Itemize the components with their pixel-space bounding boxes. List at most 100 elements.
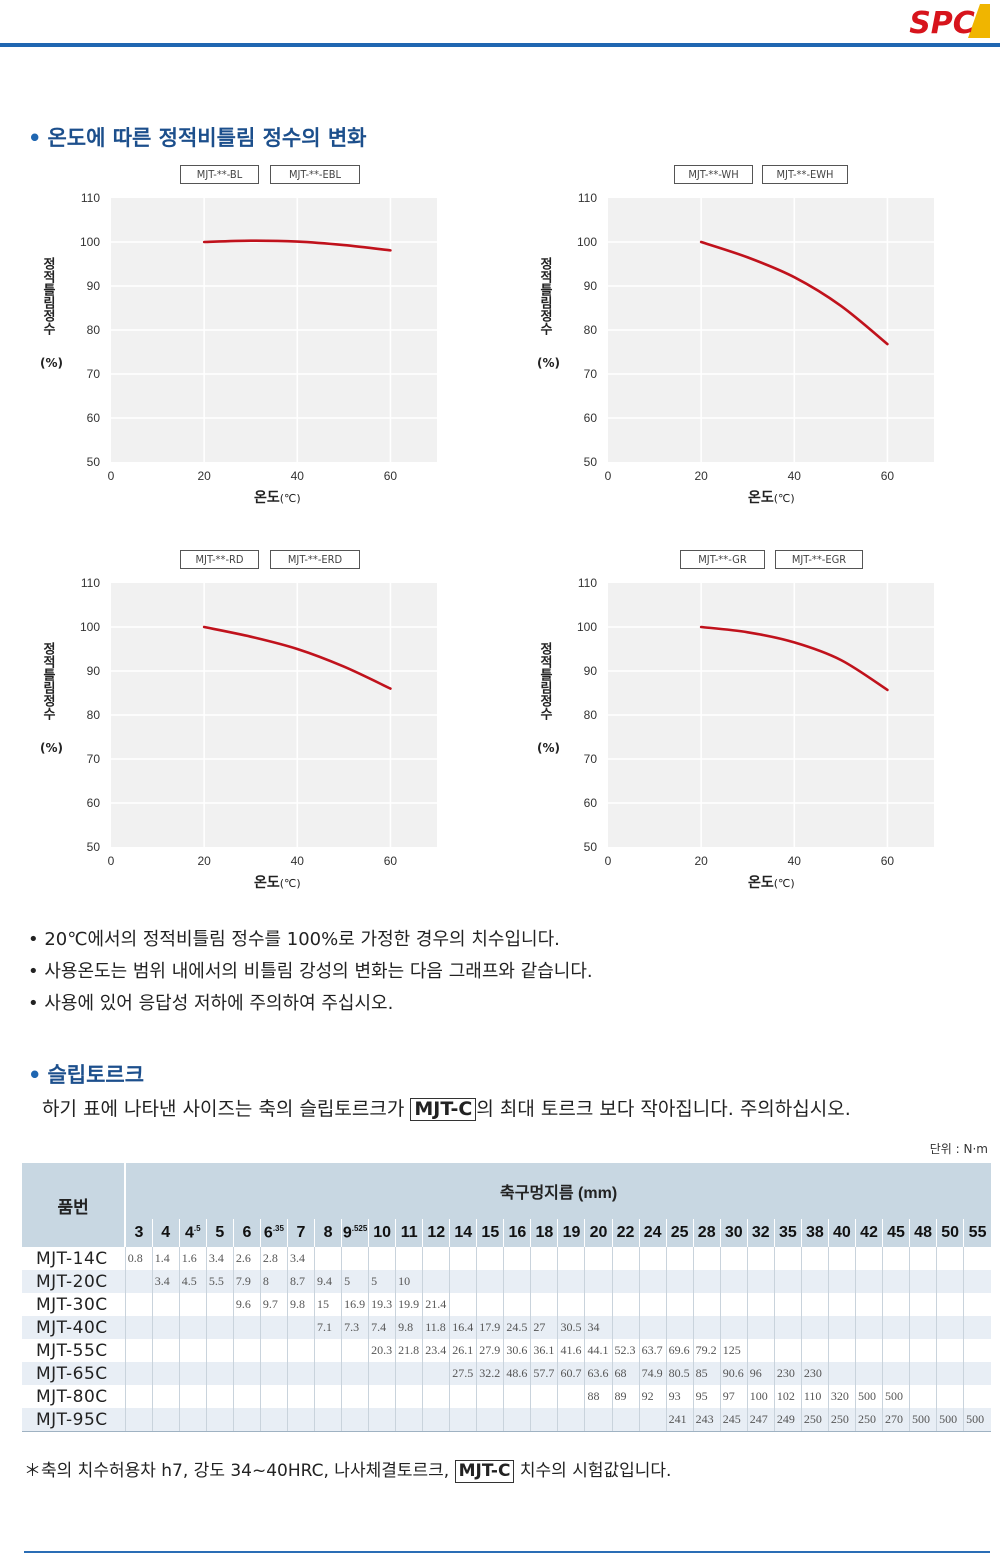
torque-cell	[530, 1408, 558, 1432]
torque-cell: 80.5	[665, 1362, 694, 1385]
torque-cell	[963, 1362, 991, 1385]
legend-ewh: MJT-**-EWH	[762, 165, 848, 184]
torque-cell	[692, 1293, 721, 1316]
torque-cell	[936, 1270, 964, 1293]
torque-cell	[557, 1270, 585, 1293]
torque-cell	[638, 1247, 667, 1270]
torque-cell	[368, 1408, 396, 1432]
y-tick-label: 110	[578, 576, 597, 590]
part-number-cell: MJT-95C	[22, 1408, 126, 1432]
table-row: MJT-40C 7.1 7.3 7.4 9.8 11.8 16.4 17.9 24.5 27 30.…	[22, 1316, 991, 1339]
torque-cell	[665, 1270, 694, 1293]
torque-cell	[936, 1247, 964, 1270]
torque-cell: 5	[368, 1270, 396, 1293]
torque-cell	[449, 1385, 477, 1408]
torque-cell	[151, 1339, 180, 1362]
torque-cell: 10	[395, 1270, 423, 1293]
torque-cell: 2.8	[259, 1247, 288, 1270]
torque-cell: 16.4	[449, 1316, 477, 1339]
torque-cell	[259, 1339, 288, 1362]
y-tick-label: 90	[87, 279, 101, 293]
torque-cell	[963, 1270, 991, 1293]
chart-bl-ylabel: 정적틀림정수	[40, 257, 55, 335]
torque-cell	[530, 1293, 558, 1316]
torque-cell: 270	[881, 1408, 910, 1432]
chart-gr-plot: 0 20 40 60 50 60 70 80 90 100 110	[577, 576, 934, 868]
x-tick-label: 0	[605, 469, 612, 483]
y-tick-label: 70	[87, 752, 101, 766]
x-tick-label: 20	[197, 469, 211, 483]
torque-cell	[854, 1293, 883, 1316]
torque-cell: 125	[719, 1339, 748, 1362]
chart-rd-yunit: (%)	[40, 741, 63, 755]
x-tick-label: 60	[881, 854, 895, 868]
torque-cell: 19.9	[395, 1293, 423, 1316]
torque-cell	[584, 1408, 613, 1432]
torque-cell	[259, 1316, 288, 1339]
torque-cell	[665, 1316, 694, 1339]
torque-cell: 245	[719, 1408, 748, 1432]
y-tick-label: 110	[81, 576, 100, 590]
x-tick-label: 60	[384, 469, 398, 483]
size-header-cell: 15	[476, 1219, 504, 1247]
torque-cell: 11.8	[422, 1316, 450, 1339]
torque-cell: 68	[611, 1362, 640, 1385]
torque-cell: 63.7	[638, 1339, 667, 1362]
legend-ebl: MJT-**-EBL	[270, 165, 360, 184]
torque-cell: 89	[611, 1385, 640, 1408]
torque-cell: 30.5	[557, 1316, 585, 1339]
torque-cell	[422, 1362, 450, 1385]
y-tick-label: 80	[87, 708, 101, 722]
torque-cell	[584, 1247, 613, 1270]
y-tick-label: 60	[87, 796, 101, 810]
torque-cell	[746, 1293, 775, 1316]
y-tick-label: 90	[87, 664, 101, 678]
torque-cell	[368, 1362, 396, 1385]
torque-cell	[909, 1293, 937, 1316]
size-header-cell: 11	[395, 1219, 423, 1247]
torque-cell	[530, 1270, 558, 1293]
torque-cell: 30.6	[503, 1339, 531, 1362]
part-number-cell: MJT-55C	[22, 1339, 126, 1362]
torque-cell	[232, 1385, 261, 1408]
torque-cell	[449, 1408, 477, 1432]
x-tick-label: 20	[694, 469, 708, 483]
size-header-cell: 12	[422, 1219, 450, 1247]
size-header-decimal: .35	[272, 1223, 284, 1233]
torque-cell	[205, 1316, 234, 1339]
torque-cell: 7.4	[368, 1316, 396, 1339]
torque-cell	[503, 1293, 531, 1316]
torque-cell: 44.1	[584, 1339, 613, 1362]
size-header-cell: 8	[314, 1219, 342, 1247]
torque-cell	[205, 1362, 234, 1385]
y-tick-label: 60	[584, 411, 598, 425]
legend-gr: MJT-**-GR	[680, 550, 765, 569]
torque-cell	[909, 1270, 937, 1293]
table-body: MJT-14C 0.8 1.4 1.6 3.4 2.6 2.8 3.4 MJT-20C 3.4 4.…	[22, 1247, 991, 1432]
torque-cell	[503, 1247, 531, 1270]
spc-logo: SPC	[900, 4, 990, 40]
part-number-cell: MJT-30C	[22, 1293, 126, 1316]
size-header-cell: 40	[827, 1219, 856, 1247]
size-header-cell: 48	[909, 1219, 937, 1247]
torque-cell	[638, 1408, 667, 1432]
torque-cell: 500	[881, 1385, 910, 1408]
torque-cell: 7.9	[232, 1270, 261, 1293]
legend-egr: MJT-**-EGR	[775, 550, 863, 569]
torque-cell: 249	[773, 1408, 802, 1432]
torque-cell: 41.6	[557, 1339, 585, 1362]
torque-cell	[800, 1293, 829, 1316]
torque-cell	[936, 1316, 964, 1339]
chart-bl-xlabel: 온도(℃)	[254, 487, 301, 507]
torque-cell: 5.5	[205, 1270, 234, 1293]
torque-cell	[746, 1339, 775, 1362]
torque-cell: 5	[341, 1270, 369, 1293]
torque-cell	[881, 1339, 910, 1362]
torque-cell	[719, 1293, 748, 1316]
torque-cell	[341, 1247, 369, 1270]
torque-cell: 36.1	[530, 1339, 558, 1362]
torque-cell: 27	[530, 1316, 558, 1339]
chart-wh-plot: 0 20 40 60 50 60 70 80 90 100 110	[577, 191, 934, 483]
torque-cell	[800, 1339, 829, 1362]
torque-cell	[530, 1247, 558, 1270]
